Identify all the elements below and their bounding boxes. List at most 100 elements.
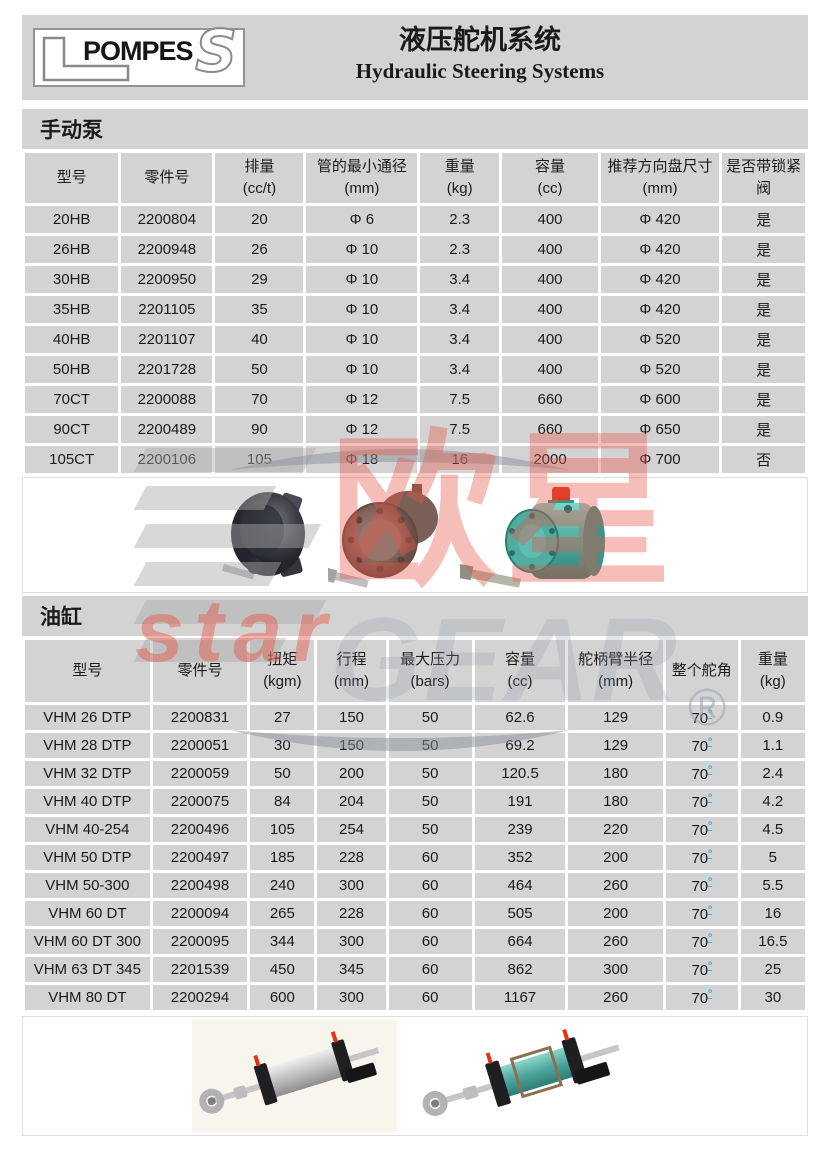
company-logo: POMPES S bbox=[33, 21, 245, 87]
table-cell: 191 bbox=[474, 789, 566, 814]
table-cell: 16 bbox=[420, 446, 500, 473]
table-cell: 2200075 bbox=[152, 789, 248, 814]
table-cell: 129 bbox=[568, 733, 663, 758]
table-cell: 2201728 bbox=[121, 356, 213, 383]
table-row: VHM 60 DT 300 2200095 344 300 60 664 260 70º 16.… bbox=[25, 929, 805, 954]
table-cell: 60 bbox=[388, 929, 472, 954]
table-cell: 400 bbox=[502, 326, 598, 353]
table-cell: 2200804 bbox=[121, 206, 213, 233]
table-cell: 220 bbox=[568, 817, 663, 842]
table-cell: 25 bbox=[740, 957, 805, 982]
pump-product-images bbox=[22, 477, 808, 593]
table-cell: 180 bbox=[568, 789, 663, 814]
table-cell: 30 bbox=[740, 985, 805, 1010]
table-cell: 是 bbox=[722, 296, 805, 323]
table-row: 35HB 2201105 35 Φ 10 3.4 400 Φ 420 是 bbox=[25, 296, 805, 323]
table-header-cell: 容量 (cc) bbox=[474, 640, 566, 702]
table-cell: 200 bbox=[568, 845, 663, 870]
table-cell: 3.4 bbox=[420, 266, 500, 293]
table-header-row: 型号 零件号 排量 (cc/t) 管的最小通径 (mm) 重量 (kg) 容量 (cc) 推… bbox=[25, 153, 805, 203]
table-cell: 185 bbox=[250, 845, 315, 870]
table-cell: 70º bbox=[665, 705, 738, 730]
table-cell: 129 bbox=[568, 705, 663, 730]
table-cell: 200 bbox=[317, 761, 386, 786]
table-cell: 2200948 bbox=[121, 236, 213, 263]
cylinder-product-images bbox=[22, 1016, 808, 1136]
degree-superscript: º bbox=[708, 848, 713, 860]
table-cell: 50 bbox=[388, 761, 472, 786]
table-cell: 35 bbox=[215, 296, 304, 323]
table-cell: 4.5 bbox=[740, 817, 805, 842]
table-cell: 90 bbox=[215, 416, 304, 443]
table-cell: 505 bbox=[474, 901, 566, 926]
table-cell: 20HB bbox=[25, 206, 119, 233]
table-cell: 35HB bbox=[25, 296, 119, 323]
table-cell: 2.3 bbox=[420, 206, 500, 233]
page-title-en: Hydraulic Steering Systems bbox=[355, 59, 605, 84]
table-cell: 239 bbox=[474, 817, 566, 842]
table-cell: 70º bbox=[665, 761, 738, 786]
table-cell: 600 bbox=[250, 985, 315, 1010]
table-cell: 0.9 bbox=[740, 705, 805, 730]
table-cell: 660 bbox=[502, 386, 598, 413]
table-header-cell: 型号 bbox=[25, 640, 150, 702]
table-cell: 3.4 bbox=[420, 296, 500, 323]
table-header-cell: 容量 (cc) bbox=[502, 153, 598, 203]
table-cell: 70CT bbox=[25, 386, 119, 413]
table-cell: 7.5 bbox=[420, 386, 500, 413]
table-cell: 862 bbox=[474, 957, 566, 982]
table-cell: 664 bbox=[474, 929, 566, 954]
table-cell: Φ 12 bbox=[306, 416, 418, 443]
table-row: 30HB 2200950 29 Φ 10 3.4 400 Φ 420 是 bbox=[25, 266, 805, 293]
table-cell: 70º bbox=[665, 845, 738, 870]
table-cell: 200 bbox=[568, 901, 663, 926]
table-cell: Φ 10 bbox=[306, 296, 418, 323]
table-cell: 228 bbox=[317, 901, 386, 926]
table-cell: Φ 10 bbox=[306, 266, 418, 293]
table-cell: VHM 60 DT bbox=[25, 901, 150, 926]
table-cell: Φ 10 bbox=[306, 326, 418, 353]
table-row: VHM 50 DTP 2200497 185 228 60 352 200 70º 5 bbox=[25, 845, 805, 870]
table-cell: 30 bbox=[250, 733, 315, 758]
table-cell: 265 bbox=[250, 901, 315, 926]
table-cell: 5.5 bbox=[740, 873, 805, 898]
degree-superscript: º bbox=[708, 904, 713, 916]
table-header-cell: 最大压力 (bars) bbox=[388, 640, 472, 702]
table-header-cell: 推荐方向盘尺寸(mm) bbox=[600, 153, 720, 203]
table-cell: 70º bbox=[665, 957, 738, 982]
table-row: 90CT 2200489 90 Φ 12 7.5 660 Φ 650 是 bbox=[25, 416, 805, 443]
manual-pump-table: 型号 零件号 排量 (cc/t) 管的最小通径 (mm) 重量 (kg) 容量 (cc) 推… bbox=[22, 150, 808, 476]
table-cell: 180 bbox=[568, 761, 663, 786]
table-cell: 2201107 bbox=[121, 326, 213, 353]
table-cell: 400 bbox=[502, 206, 598, 233]
table-cell: 30HB bbox=[25, 266, 119, 293]
header-band: POMPES S 液压舵机系统 Hydraulic Steering Syste… bbox=[22, 15, 808, 100]
degree-superscript: º bbox=[708, 792, 713, 804]
table-cell: 2200051 bbox=[152, 733, 248, 758]
page-title: 液压舵机系统 Hydraulic Steering Systems bbox=[262, 23, 698, 85]
table-row: 20HB 2200804 20 Φ 6 2.3 400 Φ 420 是 bbox=[25, 206, 805, 233]
table-header-cell: 排量 (cc/t) bbox=[215, 153, 304, 203]
table-row: 26HB 2200948 26 Φ 10 2.3 400 Φ 420 是 bbox=[25, 236, 805, 263]
degree-superscript: º bbox=[708, 708, 713, 720]
table-cell: 464 bbox=[474, 873, 566, 898]
table-cell: 是 bbox=[722, 236, 805, 263]
table-row: VHM 50-300 2200498 240 300 60 464 260 70º 5.5 bbox=[25, 873, 805, 898]
table-cell: 70º bbox=[665, 789, 738, 814]
table-cell: 60 bbox=[388, 901, 472, 926]
manual-pump-section-title: 手动泵 bbox=[22, 109, 808, 149]
helm-pump-dark-image bbox=[222, 492, 305, 580]
table-cell: Φ 520 bbox=[600, 326, 720, 353]
table-cell: 400 bbox=[502, 356, 598, 383]
table-cell: 70 bbox=[215, 386, 304, 413]
table-cell: VHM 50 DTP bbox=[25, 845, 150, 870]
table-cell: 16.5 bbox=[740, 929, 805, 954]
logo-s-glyph: S bbox=[194, 17, 238, 85]
table-row: 50HB 2201728 50 Φ 10 3.4 400 Φ 520 是 bbox=[25, 356, 805, 383]
table-cell: 2200088 bbox=[121, 386, 213, 413]
table-cell: 20 bbox=[215, 206, 304, 233]
table-cell: 4.2 bbox=[740, 789, 805, 814]
table-header-cell: 重量 (kg) bbox=[740, 640, 805, 702]
table-cell: 是 bbox=[722, 386, 805, 413]
table-cell: Φ 420 bbox=[600, 296, 720, 323]
